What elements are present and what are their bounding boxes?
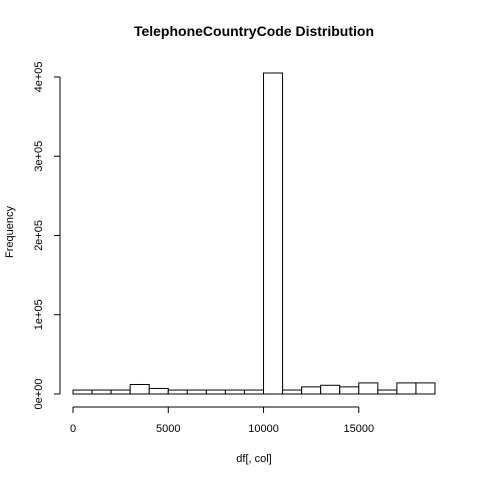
histogram-bar-14 [339,386,360,395]
x-tick-label-0: 0 [70,423,76,435]
histogram-bar-6 [186,389,207,395]
histogram-bar-10 [263,72,284,395]
histogram-bar-2 [110,389,131,395]
histogram-bar-8 [224,389,245,395]
histogram-bar-9 [243,389,265,395]
histogram-bar-18 [415,382,436,395]
x-axis-label: df[, col] [236,453,271,465]
histogram-bar-7 [205,389,226,395]
x-tick-label-3: 15000 [343,423,374,435]
histogram-bar-17 [396,382,417,395]
histogram-bar-4 [148,387,169,395]
y-tick-label-3: 3e+05 [33,141,45,172]
x-tick-label-2: 10000 [248,423,279,435]
y-tick-label-2: 2e+05 [33,220,45,251]
histogram-bar-5 [167,389,188,395]
histogram-bar-3 [129,383,150,395]
histogram-bar-16 [377,389,398,395]
x-axis: 0 5000 10000 15000 [70,406,374,435]
y-axis: 0e+00 1e+05 2e+05 3e+05 4e+05 [33,62,61,410]
x-tick-label-1: 5000 [156,423,180,435]
histogram-bar-0 [72,389,93,395]
histogram-bar-13 [320,384,341,395]
histogram-bar-11 [282,389,303,395]
histogram-bar-12 [301,386,322,395]
y-tick-label-1: 1e+05 [33,299,45,330]
histogram-bar-1 [91,389,112,395]
y-tick-label-4: 4e+05 [33,62,45,93]
y-tick-label-0: 0e+00 [33,379,45,410]
y-axis-label: Frequency [4,206,16,258]
histogram-bar-15 [358,382,379,395]
histogram-bars [72,72,436,395]
chart-title: TelephoneCountryCode Distribution [134,23,374,39]
